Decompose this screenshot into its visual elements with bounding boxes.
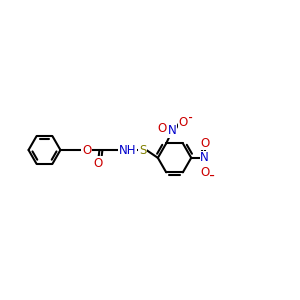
Text: O: O <box>179 116 188 129</box>
Text: O: O <box>200 136 209 150</box>
Text: O: O <box>200 166 209 179</box>
Text: O: O <box>82 143 91 157</box>
Text: NH: NH <box>118 143 136 157</box>
Text: S: S <box>139 143 146 157</box>
Text: N: N <box>168 124 177 137</box>
Text: −: − <box>206 170 215 181</box>
Text: O: O <box>158 122 166 135</box>
Text: −: − <box>184 112 194 123</box>
Text: O: O <box>94 157 103 170</box>
Text: N: N <box>200 152 209 164</box>
